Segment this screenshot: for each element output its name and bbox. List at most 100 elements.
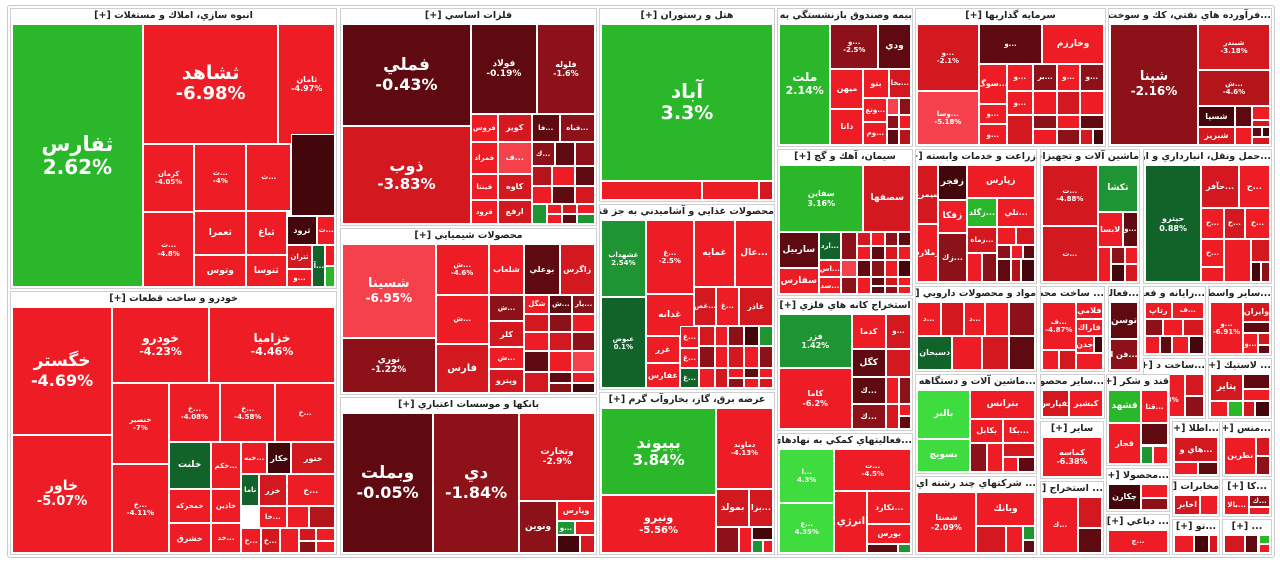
tile[interactable] xyxy=(1198,461,1218,475)
tile[interactable] xyxy=(752,526,773,540)
tile-...خ[interactable]: ...خ xyxy=(286,474,335,507)
sector-header[interactable]: انبوه سازي، املاك و مستغلات [+] xyxy=(11,9,336,23)
tile-...زك[interactable]: ...زك xyxy=(938,232,967,282)
sector-header[interactable]: ... [+] xyxy=(1223,520,1271,534)
tile[interactable] xyxy=(1093,336,1103,353)
tile-بوعلي[interactable]: بوعلي xyxy=(524,244,560,295)
tile[interactable] xyxy=(1141,484,1168,499)
tile-فمراد[interactable]: فمراد xyxy=(471,142,498,174)
tile[interactable] xyxy=(549,351,573,373)
tile-...و[interactable]: ...و xyxy=(1243,333,1258,354)
tile-...و[interactable]: ...و xyxy=(978,24,1043,64)
tile[interactable] xyxy=(1079,114,1104,130)
tile-...بالا[interactable]: ...بالا xyxy=(1224,495,1250,515)
tile-...و[interactable]: ...و xyxy=(1006,63,1033,91)
tile[interactable] xyxy=(1145,318,1163,337)
tile[interactable] xyxy=(1258,333,1270,345)
tile-كدما[interactable]: كدما xyxy=(851,314,886,349)
tile[interactable] xyxy=(572,331,595,352)
tile[interactable] xyxy=(1079,90,1104,115)
tile-...حآفر[interactable]: ...حآفر xyxy=(1201,165,1239,209)
sector-header[interactable]: ... استخراج [+] xyxy=(1041,482,1103,496)
tile[interactable] xyxy=(1075,353,1103,370)
tile-بنو[interactable]: بنو xyxy=(863,68,889,98)
tile-...ح[interactable]: ...ح xyxy=(1245,208,1270,239)
tile[interactable] xyxy=(885,377,900,404)
tile[interactable] xyxy=(572,314,595,332)
tile-دسبحان[interactable]: دسبحان xyxy=(917,336,953,370)
tile-فاراك[interactable]: فاراك xyxy=(1075,319,1103,336)
tile[interactable] xyxy=(1003,443,1035,458)
tile-خزر[interactable]: خزر xyxy=(259,474,287,507)
tile[interactable] xyxy=(1011,258,1021,282)
tile[interactable] xyxy=(299,528,316,541)
tile-...ث[interactable]: ...ث xyxy=(317,215,335,245)
tile-خگستر[interactable]: خگستر -4.69% xyxy=(12,307,113,435)
tile[interactable] xyxy=(997,244,1012,259)
tile[interactable] xyxy=(871,260,885,278)
tile-...وتع[interactable]: ...وتع xyxy=(863,97,888,122)
tile[interactable] xyxy=(871,232,885,247)
tile[interactable] xyxy=(1016,227,1035,245)
tile-غمايه[interactable]: غمايه xyxy=(693,220,736,288)
tile[interactable] xyxy=(1079,129,1093,145)
tile[interactable] xyxy=(524,331,550,352)
tile-...و[interactable]: ...و xyxy=(885,314,911,349)
tile-بترانس[interactable]: بترانس xyxy=(970,390,1035,419)
tile-...ك[interactable]: ...ك xyxy=(851,403,886,429)
tile[interactable] xyxy=(871,285,885,294)
tile[interactable] xyxy=(549,331,573,352)
tile-...و[interactable]: ...و xyxy=(557,520,575,535)
tile-...خ[interactable]: ...خ xyxy=(260,528,281,553)
tile-اخابر[interactable]: اخابر xyxy=(1174,495,1201,515)
tile[interactable] xyxy=(1097,246,1112,282)
tile-شپنا[interactable]: شپنا -2.16% xyxy=(1110,24,1198,145)
tile[interactable] xyxy=(1256,437,1270,456)
sector-header[interactable]: فلزات اساسي [+] xyxy=(341,9,596,23)
tile[interactable] xyxy=(1258,344,1270,354)
tile-...وسا[interactable]: ...وسا -5.18% xyxy=(917,90,979,145)
tile-تكشا[interactable]: تكشا xyxy=(1097,165,1138,212)
tile-غاذر[interactable]: غاذر xyxy=(738,287,773,326)
tile-وپارس[interactable]: وپارس xyxy=(557,501,595,521)
tile-...خ[interactable]: ...خ -4.11% xyxy=(112,464,169,553)
tile-...فا[interactable]: ...فا xyxy=(531,114,560,142)
tile-...غ[interactable]: ...غ xyxy=(680,367,700,388)
tile[interactable] xyxy=(1032,129,1058,145)
tile-شلعاب[interactable]: شلعاب xyxy=(488,244,525,295)
tile[interactable] xyxy=(841,277,857,294)
tile-وبملت[interactable]: وبملت -0.05% xyxy=(342,413,434,553)
tile-قشهد[interactable]: قشهد xyxy=(1108,390,1141,424)
tile-...خ[interactable]: ...خ xyxy=(241,528,261,553)
tile[interactable] xyxy=(897,246,911,261)
tile-وبانك[interactable]: وبانك xyxy=(976,492,1035,526)
tile[interactable] xyxy=(985,302,1010,336)
tile[interactable] xyxy=(546,214,563,224)
tile[interactable] xyxy=(1261,262,1270,282)
tile-...و[interactable]: ...و -2.5% xyxy=(830,24,878,69)
tile-خلنت[interactable]: خلنت xyxy=(168,442,211,490)
tile-بپيوند[interactable]: بپيوند 3.84% xyxy=(601,408,717,495)
tile-ثنوسا[interactable]: ثنوسا xyxy=(246,255,287,287)
tile[interactable] xyxy=(1223,238,1252,282)
tile-...ث[interactable]: ...ث xyxy=(246,143,292,211)
tile[interactable] xyxy=(940,302,965,336)
tile-...يار[interactable]: ...يار xyxy=(572,294,595,315)
tile[interactable] xyxy=(1252,106,1270,120)
tile-...سوگ[interactable]: ...سوگ xyxy=(978,63,1007,104)
tile[interactable] xyxy=(551,166,575,186)
tile[interactable] xyxy=(899,114,911,130)
sector-header[interactable]: محصولات شيميايي [+] xyxy=(341,229,596,243)
sector-header[interactable]: ساير [+] xyxy=(1041,422,1103,436)
tile-...غ[interactable]: ...غ xyxy=(716,287,739,326)
tile-فلوله[interactable]: فلوله -1.6% xyxy=(536,24,595,114)
tile-...بخا[interactable]: ...بخا xyxy=(888,68,911,98)
tile[interactable] xyxy=(1224,535,1245,553)
sector-header[interactable]: ... ساخت محصولات [+] xyxy=(1041,287,1104,301)
tile-فرود[interactable]: فرود xyxy=(471,200,498,224)
tile[interactable] xyxy=(579,534,595,553)
sector-header[interactable]: ...محصولا [+] xyxy=(1107,469,1169,483)
tile-كفپارس[interactable]: كفپارس xyxy=(1042,390,1070,417)
sector-header[interactable]: سرمايه گذاريها [+] xyxy=(916,9,1105,23)
tile-ذوب[interactable]: ذوب -3.83% xyxy=(342,126,472,224)
